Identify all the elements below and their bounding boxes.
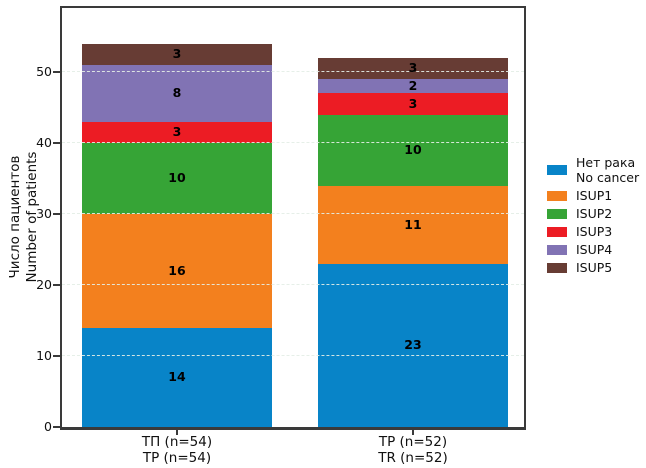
bar-segment (318, 57, 508, 80)
gridline (62, 70, 524, 72)
legend-swatch (547, 165, 567, 175)
y-tick-mark (53, 212, 60, 215)
y-tick-mark (53, 283, 60, 286)
x-tick-label-tr: ТР (n=52) TR (n=52) (378, 434, 448, 466)
gridline (62, 283, 524, 285)
y-tick-mark (53, 70, 60, 73)
legend-label: ISUP4 (576, 242, 613, 257)
bar-segment (318, 185, 508, 264)
bar-segment (318, 93, 508, 115)
legend-label: ISUP3 (576, 224, 613, 239)
y-tick-label: 10 (36, 347, 52, 363)
legend-label: Нет рака No cancer (576, 155, 640, 185)
y-tick-label: 30 (36, 205, 52, 221)
legend-row: Нет рака No cancer (547, 155, 639, 185)
bar-segment (82, 43, 272, 65)
bar-segment-value: 10 (404, 142, 422, 158)
legend-row: ISUP3 (547, 224, 639, 239)
bar-segment-value: 11 (404, 216, 422, 232)
y-tick-mark (53, 141, 60, 144)
legend-row: ISUP4 (547, 242, 639, 257)
x-tick-label-tp: ТП (n=54) TP (n=54) (141, 434, 213, 466)
legend-swatch (547, 226, 567, 237)
bar-segment (318, 263, 508, 427)
plot-area: 14 16 10 3 8 3 23 11 10 3 2 3 (60, 6, 526, 430)
y-tick-label: 50 (36, 63, 52, 79)
bar-segment-value: 2 (408, 78, 418, 94)
bar-segment (82, 121, 272, 143)
x-tick-mark (412, 430, 414, 435)
bar-segment (82, 213, 272, 328)
legend-row: ISUP2 (547, 206, 639, 221)
bar-segment (82, 327, 272, 427)
legend-row: ISUP5 (547, 260, 639, 275)
gridline (62, 212, 524, 214)
legend-label: ISUP1 (576, 188, 613, 203)
y-tick-mark (53, 426, 60, 428)
bar-segment-value: 8 (172, 85, 182, 101)
bar-segment (82, 64, 272, 122)
bar-segment-value: 3 (408, 95, 418, 111)
x-tick-label-tp-ru: ТП (n=54) (141, 434, 213, 450)
y-tick-label: 40 (36, 134, 52, 150)
bar-segment-value: 3 (172, 124, 182, 140)
bar-segment-value: 10 (168, 170, 186, 186)
legend-swatch (547, 190, 567, 201)
bar-segment-value: 3 (172, 46, 182, 62)
y-tick-label: 0 (44, 419, 52, 434)
x-tick-label-tr-en: TR (n=52) (378, 449, 448, 466)
bar-segment-value: 14 (168, 369, 186, 385)
stacked-bar: 23 11 10 3 2 3 (318, 8, 508, 427)
bar-segment-value: 16 (168, 262, 186, 278)
stacked-bar: 14 16 10 3 8 3 (82, 8, 272, 427)
x-tick-label-tr-ru: ТР (n=52) (378, 434, 448, 450)
gridline (62, 141, 524, 143)
x-tick-mark (176, 430, 178, 435)
bar-segment (318, 114, 508, 186)
bar-segment (318, 79, 508, 94)
x-tick-label-tp-en: TP (n=54) (142, 449, 212, 466)
bar-segment-value: 3 (408, 60, 418, 76)
legend-row: ISUP1 (547, 188, 639, 203)
y-tick-label: 20 (36, 276, 52, 292)
legend: Нет рака No cancer ISUP1 ISUP2 ISUP3 ISUP4 ISU… (547, 155, 639, 275)
legend-label: ISUP2 (576, 206, 613, 221)
legend-swatch (547, 208, 567, 219)
legend-label: ISUP5 (576, 260, 613, 275)
legend-swatch (547, 262, 567, 273)
bar-segment-value: 23 (404, 337, 422, 353)
gridline (62, 354, 524, 356)
legend-swatch (547, 244, 567, 255)
bar-segment (82, 142, 272, 214)
y-tick-mark (53, 354, 60, 357)
